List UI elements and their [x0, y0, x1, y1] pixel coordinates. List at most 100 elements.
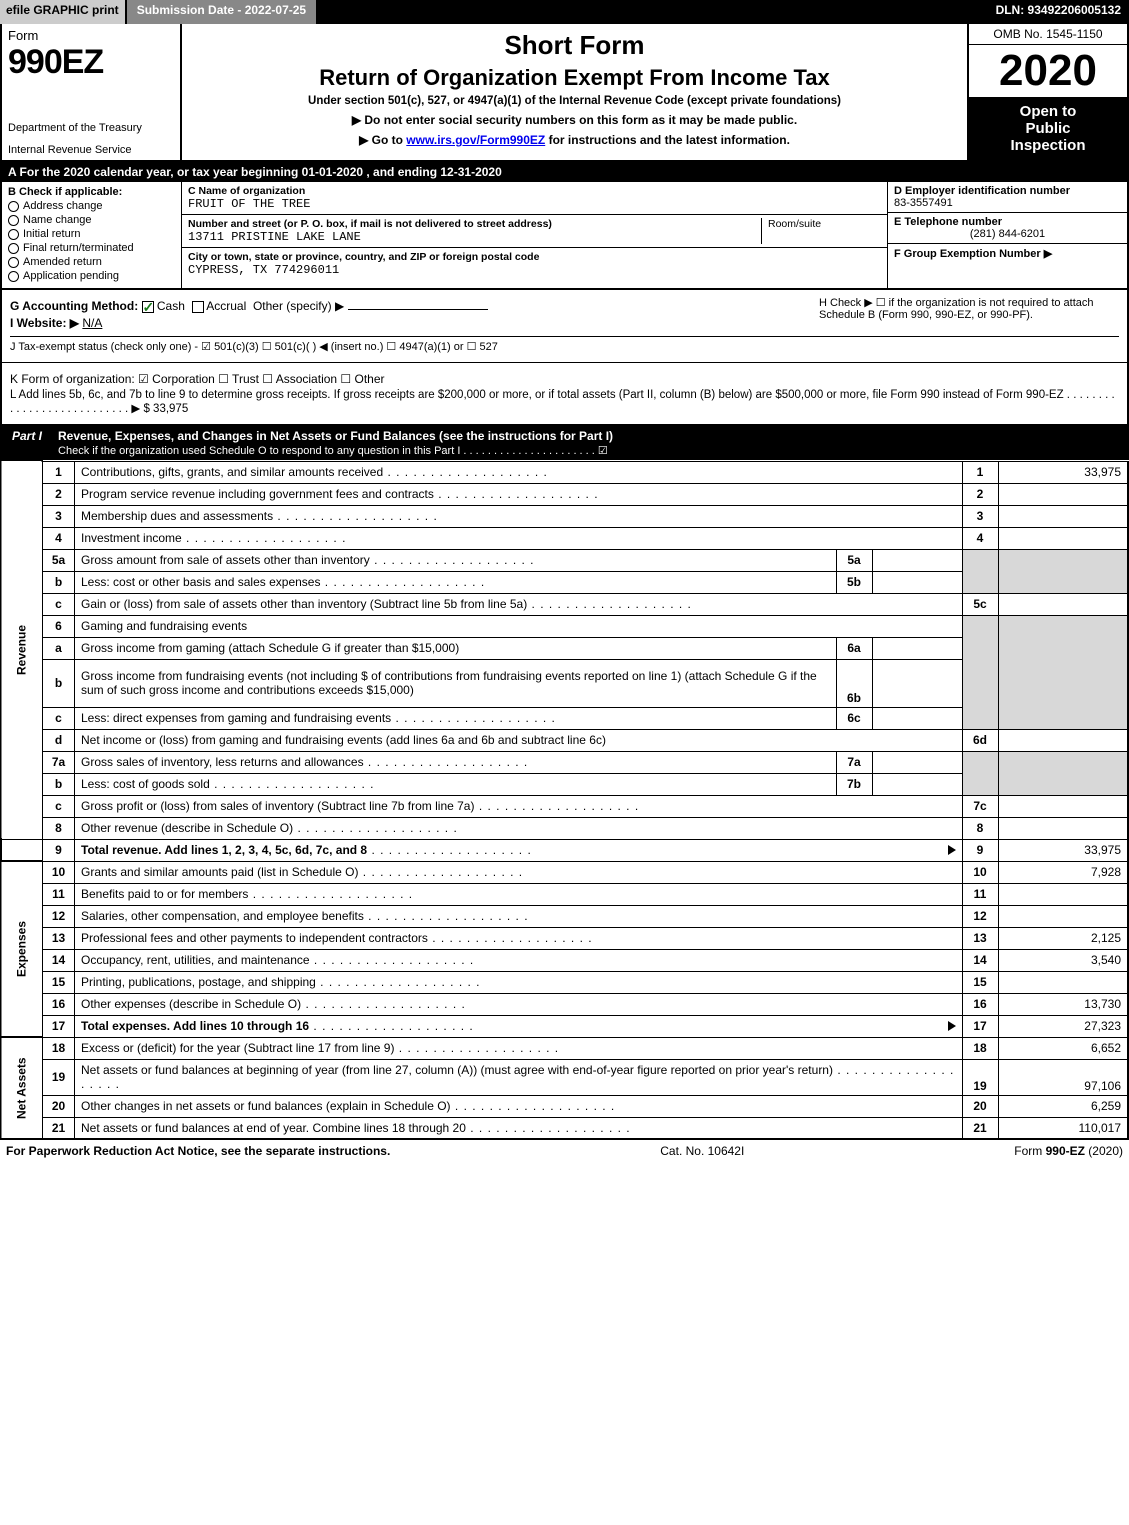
submission-date: Submission Date - 2022-07-25 [125, 0, 318, 24]
checkbox-application-pending[interactable] [8, 271, 19, 282]
efile-print-label[interactable]: efile GRAPHIC print [0, 0, 125, 24]
line-6d-no: 6d [962, 729, 998, 751]
g-accrual: Accrual [206, 299, 246, 313]
line-19-no: 19 [962, 1059, 998, 1095]
website-value: N/A [82, 316, 102, 330]
footer-right: Form 990-EZ (2020) [1014, 1144, 1123, 1158]
arrow-icon [948, 1021, 956, 1031]
kl-block: K Form of organization: ☑ Corporation ☐ … [0, 363, 1129, 426]
line-g: G Accounting Method: Cash Accrual Other … [10, 299, 799, 313]
line-12-val [998, 905, 1128, 927]
footer-center: Cat. No. 10642I [660, 1144, 744, 1158]
col-b-header: B Check if applicable: [8, 186, 122, 198]
part1-sub: Check if the organization used Schedule … [58, 445, 608, 457]
line-2-desc: Program service revenue including govern… [81, 487, 599, 501]
line-18-no: 18 [962, 1037, 998, 1059]
i-label: I Website: ▶ [10, 316, 79, 330]
line-8-no: 8 [962, 817, 998, 839]
cb-label: Final return/terminated [23, 242, 134, 254]
line-3-no: 3 [962, 505, 998, 527]
line-10-no: 10 [962, 861, 998, 883]
open-line1: Open to [973, 103, 1123, 120]
org-name: FRUIT OF THE TREE [188, 197, 881, 211]
goto-line: ▶ Go to www.irs.gov/Form990EZ for instru… [192, 133, 957, 147]
side-label-netassets: Net Assets [1, 1037, 43, 1139]
line-11-no: 11 [962, 883, 998, 905]
city-value: CYPRESS, TX 774296011 [188, 263, 881, 277]
irs-label: Internal Revenue Service [8, 144, 174, 156]
line-6c-subno: 6c [836, 707, 872, 729]
line-4-no: 4 [962, 527, 998, 549]
line-6-desc: Gaming and fundraising events [75, 615, 963, 637]
line-3-desc: Membership dues and assessments [81, 509, 438, 523]
line-14-val: 3,540 [998, 949, 1128, 971]
checkbox-initial-return[interactable] [8, 229, 19, 240]
line-13-desc: Professional fees and other payments to … [81, 931, 593, 945]
line-19-desc: Net assets or fund balances at beginning… [81, 1063, 954, 1091]
line-10-val: 7,928 [998, 861, 1128, 883]
line-k: K Form of organization: ☑ Corporation ☐ … [10, 372, 1119, 386]
line-5c-no: 5c [962, 593, 998, 615]
goto-post: for instructions and the latest informat… [545, 133, 790, 147]
line-18-desc: Excess or (deficit) for the year (Subtra… [81, 1041, 559, 1055]
form-header: Form 990EZ Department of the Treasury In… [0, 24, 1129, 162]
line-10-desc: Grants and similar amounts paid (list in… [81, 865, 523, 879]
goto-pre: ▶ Go to [359, 133, 406, 147]
g-other: Other (specify) ▶ [253, 299, 344, 313]
line-11-val [998, 883, 1128, 905]
header-subline: Under section 501(c), 527, or 4947(a)(1)… [192, 95, 957, 107]
line-5a-subno: 5a [836, 549, 872, 571]
part1-label: Part I [8, 429, 46, 443]
line-h: H Check ▶ ☐ if the organization is not r… [819, 296, 1119, 333]
line-4-val [998, 527, 1128, 549]
line-6a-subno: 6a [836, 637, 872, 659]
line-5a-subval [872, 549, 962, 571]
checkbox-address-change[interactable] [8, 201, 19, 212]
short-form-title: Short Form [192, 30, 957, 61]
checkbox-cash[interactable] [142, 301, 154, 313]
line-17-val: 27,323 [998, 1015, 1128, 1037]
line-6b-subno: 6b [836, 659, 872, 707]
cb-label: Name change [23, 214, 92, 226]
checkbox-final-return[interactable] [8, 243, 19, 254]
line-7b-subno: 7b [836, 773, 872, 795]
checkbox-accrual[interactable] [192, 301, 204, 313]
line-9-no: 9 [962, 839, 998, 861]
line-6d-desc: Net income or (loss) from gaming and fun… [75, 729, 963, 751]
cb-label: Application pending [23, 270, 119, 282]
checkbox-name-change[interactable] [8, 215, 19, 226]
line-6c-desc: Less: direct expenses from gaming and fu… [81, 711, 556, 725]
line-5b-subno: 5b [836, 571, 872, 593]
line-17-no: 17 [962, 1015, 998, 1037]
line-19-val: 97,106 [998, 1059, 1128, 1095]
line-5b-desc: Less: cost or other basis and sales expe… [81, 575, 485, 589]
arrow-icon [948, 845, 956, 855]
g-cash: Cash [157, 299, 185, 313]
street-value: 13711 PRISTINE LAKE LANE [188, 230, 761, 244]
taxyear-bar: A For the 2020 calendar year, or tax yea… [0, 162, 1129, 182]
line-21-desc: Net assets or fund balances at end of ye… [81, 1121, 631, 1135]
line-7a-subval [872, 751, 962, 773]
footer-right-post: (2020) [1085, 1144, 1123, 1158]
ghijkl-block: G Accounting Method: Cash Accrual Other … [0, 290, 1129, 363]
irs-link[interactable]: www.irs.gov/Form990EZ [406, 133, 545, 147]
omb-number: OMB No. 1545-1150 [969, 24, 1127, 45]
ein-label: D Employer identification number [894, 185, 1121, 197]
open-to-public: Open to Public Inspection [969, 97, 1127, 160]
line-12-no: 12 [962, 905, 998, 927]
line-1-desc: Contributions, gifts, grants, and simila… [81, 465, 548, 479]
g-other-input[interactable] [348, 309, 488, 310]
footer-right-pre: Form [1014, 1144, 1045, 1158]
part1-table: Revenue 1Contributions, gifts, grants, a… [0, 460, 1129, 1140]
line-17-desc: Total expenses. Add lines 10 through 16 [81, 1019, 309, 1033]
line-7a-subno: 7a [836, 751, 872, 773]
room-label: Room/suite [768, 218, 881, 230]
tax-year: 2020 [969, 45, 1127, 97]
page-footer: For Paperwork Reduction Act Notice, see … [0, 1140, 1129, 1162]
line-15-no: 15 [962, 971, 998, 993]
col-d: D Employer identification number 83-3557… [887, 182, 1127, 288]
col-b: B Check if applicable: Address change Na… [2, 182, 182, 288]
line-12-desc: Salaries, other compensation, and employ… [81, 909, 529, 923]
checkbox-amended-return[interactable] [8, 257, 19, 268]
line-5c-val [998, 593, 1128, 615]
